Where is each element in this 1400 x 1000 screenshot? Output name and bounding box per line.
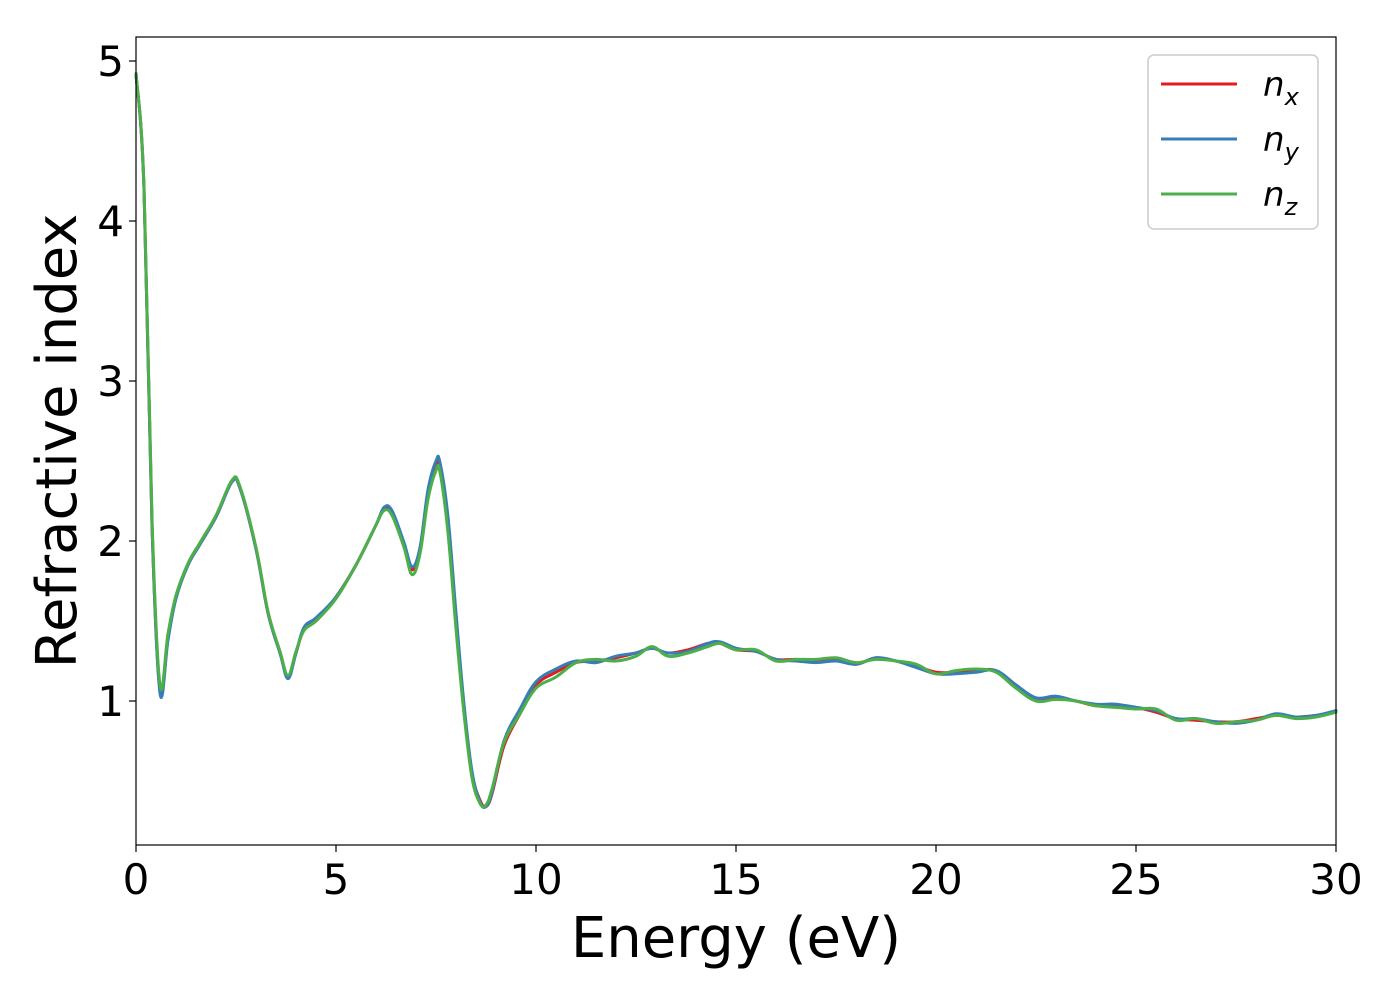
legend-label-base: n bbox=[1263, 65, 1285, 105]
y-tick-label: 5 bbox=[97, 37, 124, 86]
x-tick-label: 30 bbox=[1309, 855, 1362, 904]
y-axis-title: Refractive index bbox=[25, 214, 90, 669]
series-line-z bbox=[134, 72, 1338, 809]
legend-label-base: n bbox=[1263, 120, 1285, 160]
x-tick-label: 5 bbox=[323, 855, 350, 904]
x-tick-label: 0 bbox=[123, 855, 150, 904]
series-layer bbox=[134, 72, 1338, 810]
x-tick-label: 25 bbox=[1109, 855, 1162, 904]
legend-label-z: nz bbox=[1263, 175, 1299, 221]
legend-label-y: ny bbox=[1263, 120, 1300, 166]
y-tick-label: 2 bbox=[97, 517, 124, 566]
legend-label-subscript: z bbox=[1284, 193, 1299, 221]
y-tick-label: 3 bbox=[97, 357, 124, 406]
y-tick-label: 1 bbox=[97, 677, 124, 726]
legend-label-subscript: x bbox=[1284, 83, 1300, 111]
x-tick-label: 20 bbox=[909, 855, 962, 904]
x-axis-title: Energy (eV) bbox=[571, 906, 901, 971]
y-tick-label: 4 bbox=[97, 197, 124, 246]
x-tick-label: 15 bbox=[709, 855, 762, 904]
legend-frame bbox=[1147, 54, 1319, 230]
x-axis-ticks: 0 5 10 15 20 25 30 bbox=[123, 845, 1363, 904]
x-tick-label: 10 bbox=[509, 855, 562, 904]
y-axis-ticks: 1 2 3 4 5 bbox=[97, 37, 136, 726]
legend-label-base: n bbox=[1263, 175, 1285, 215]
legend-label-x: nx bbox=[1263, 65, 1300, 111]
legend-label-subscript: y bbox=[1284, 138, 1300, 166]
